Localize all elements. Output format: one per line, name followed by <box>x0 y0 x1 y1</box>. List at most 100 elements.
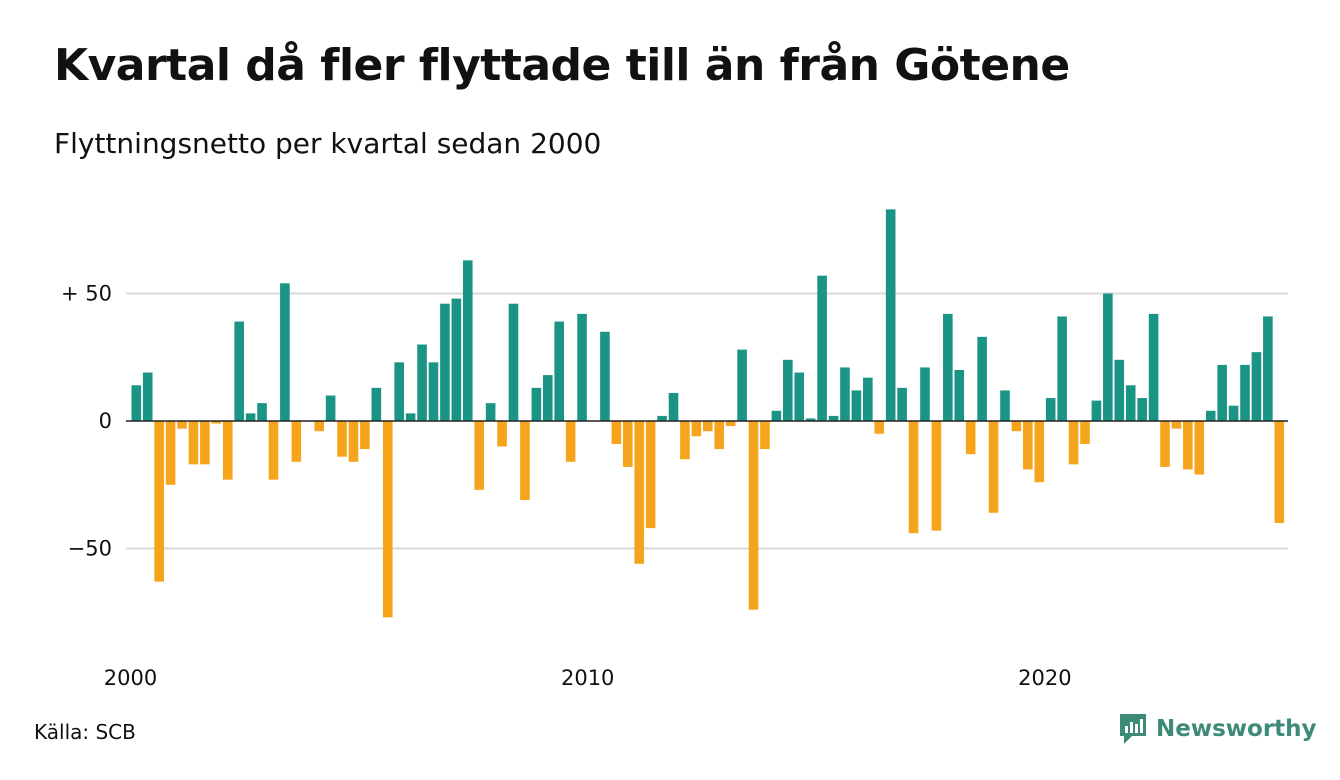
bar <box>1034 421 1045 483</box>
bar <box>440 303 450 421</box>
brand-name: Newsworthy <box>1156 716 1317 742</box>
bar <box>725 421 736 427</box>
bar <box>165 421 176 485</box>
bar <box>485 403 496 421</box>
bar <box>828 415 839 421</box>
bar-chart: + 50 0 −50 2000 2010 2020 <box>61 209 1288 690</box>
bar <box>691 421 702 437</box>
bar <box>954 370 965 421</box>
bar <box>897 387 907 421</box>
bar <box>680 421 690 460</box>
y-axis-ticks: + 50 0 −50 <box>61 282 112 561</box>
bar <box>565 421 576 462</box>
bar <box>943 313 953 421</box>
bar <box>1228 405 1239 421</box>
bar <box>840 367 850 421</box>
bar <box>142 372 153 421</box>
bar <box>1240 364 1250 421</box>
x-tick-label-2000: 2000 <box>104 666 157 690</box>
bar <box>1057 316 1067 421</box>
bar <box>1160 421 1170 467</box>
bar <box>645 421 656 529</box>
x-tick-label-2010: 2010 <box>561 666 614 690</box>
bar <box>188 421 199 465</box>
bar <box>634 421 645 564</box>
bar <box>600 331 610 421</box>
bar <box>760 421 770 450</box>
bar <box>748 421 759 610</box>
bar <box>714 421 725 450</box>
bar <box>154 421 164 582</box>
bar <box>1205 410 1216 421</box>
bar <box>817 275 827 421</box>
bar <box>771 410 782 421</box>
bar <box>931 421 942 531</box>
bar <box>428 362 439 421</box>
bar <box>977 336 987 421</box>
bar <box>657 415 667 421</box>
bar <box>1103 293 1113 421</box>
bar <box>531 387 542 421</box>
bar <box>885 209 896 421</box>
bar <box>497 421 507 447</box>
bar <box>851 390 862 421</box>
bar <box>1023 421 1033 470</box>
bar <box>783 359 793 421</box>
bar <box>1137 398 1147 421</box>
bar <box>257 403 267 421</box>
bar <box>405 413 416 421</box>
bar <box>325 395 336 421</box>
bar <box>314 421 324 432</box>
bar <box>908 421 919 534</box>
bar <box>1045 398 1056 421</box>
bar <box>394 362 404 421</box>
y-tick-label-minus50: −50 <box>68 537 112 561</box>
bar <box>451 298 462 421</box>
bar <box>1194 421 1205 475</box>
bar <box>280 283 290 421</box>
x-tick-label-2020: 2020 <box>1018 666 1071 690</box>
bar <box>1091 400 1102 421</box>
x-axis-ticks: 2000 2010 2020 <box>104 666 1072 690</box>
bars <box>131 209 1285 618</box>
source-note: Källa: SCB <box>34 720 136 744</box>
bar <box>668 392 679 421</box>
bar <box>988 421 999 513</box>
bar <box>234 321 244 421</box>
bar <box>508 303 519 421</box>
bar <box>577 313 587 421</box>
bar <box>1183 421 1193 470</box>
bar <box>222 421 233 480</box>
bar <box>1251 352 1262 421</box>
bar <box>520 421 530 501</box>
bar <box>611 421 622 444</box>
bar <box>542 375 553 421</box>
bar <box>371 387 382 421</box>
bar <box>177 421 187 429</box>
bar <box>474 421 484 490</box>
bar <box>1274 421 1285 523</box>
bar <box>291 421 302 462</box>
bar <box>200 421 210 465</box>
bar <box>462 260 473 421</box>
bar <box>360 421 370 450</box>
bar <box>1068 421 1079 465</box>
bar <box>348 421 359 462</box>
bar <box>1217 364 1227 421</box>
bar <box>211 421 222 424</box>
bar <box>1080 421 1090 444</box>
bar <box>965 421 976 455</box>
bar <box>1114 359 1125 421</box>
bar <box>737 349 747 421</box>
bar <box>920 367 930 421</box>
bar <box>382 421 393 618</box>
y-tick-label-plus50: + 50 <box>61 282 112 306</box>
newsworthy-logo: Newsworthy <box>1118 712 1317 746</box>
bar <box>1171 421 1182 429</box>
bar <box>131 385 142 421</box>
bar <box>268 421 279 480</box>
bar <box>1148 313 1159 421</box>
bar <box>805 418 816 421</box>
y-tick-label-zero: 0 <box>99 409 112 433</box>
newsworthy-logo-icon <box>1120 714 1146 744</box>
